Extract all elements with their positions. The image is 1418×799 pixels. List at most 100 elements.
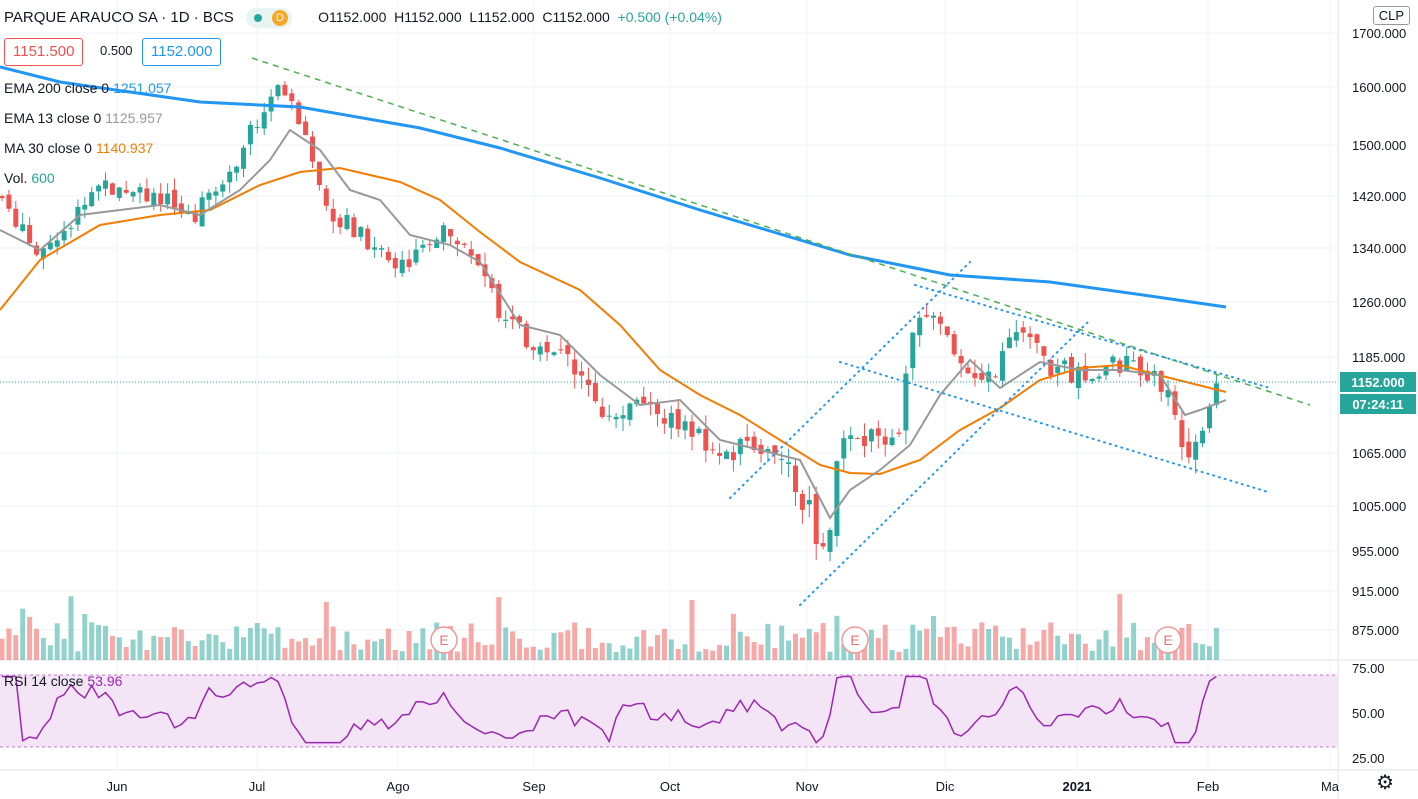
volume-bar [1027,644,1033,660]
candle-body [993,376,999,378]
legend-value: 1140.937 [95,140,154,156]
volume-bar [261,628,267,660]
legend-label: EMA 13 close 0 [4,110,102,126]
legend-ma30[interactable]: MA 30 close 0 1140.937 [4,140,153,156]
buy-button[interactable]: 1152.000 [142,38,222,66]
candle-body [841,438,847,459]
price-tick-label: 1340.000 [1352,241,1406,256]
candle-body [109,183,115,195]
volume-bar [558,632,564,660]
earnings-event-icon[interactable]: E [841,626,869,654]
candle-body [289,93,295,102]
candle-body [972,373,978,379]
event-label: E [439,632,448,648]
candle-body [661,418,667,424]
volume-bar [282,647,288,660]
candle-body [1048,360,1054,376]
volume-bar [924,628,930,660]
volume-bar [1193,642,1199,660]
earnings-event-icon[interactable]: E [430,626,458,654]
earnings-event-icon[interactable]: E [1154,626,1182,654]
volume-bar [109,635,115,660]
candle-body [537,346,543,355]
legend-volume[interactable]: Vol. 600 [4,170,55,186]
candle-body [123,189,129,193]
volume-bar [1117,593,1123,660]
volume-bar [372,641,378,660]
candle-body [1013,332,1019,341]
volume-bar [475,642,481,660]
candle-body [675,409,681,430]
candle-body [889,437,895,446]
sell-button[interactable]: 1151.500 [4,38,84,66]
interval-badge: D [271,10,288,26]
candle-body [316,161,322,185]
legend-ema200[interactable]: EMA 200 close 0 1251.057 [4,80,171,96]
candle-body [1041,346,1047,356]
volume-bar [1124,637,1130,660]
candle-body [144,188,150,202]
volume-bar [61,638,67,660]
volume-bar [779,625,785,660]
volume-bar [130,639,136,660]
legend-ema13[interactable]: EMA 13 close 0 1125.957 [4,110,163,126]
channel-line [914,284,1271,389]
volume-bar [1144,637,1150,660]
candles [0,81,1219,562]
currency-button[interactable]: CLP [1372,6,1410,25]
volume-bar [1207,646,1212,660]
event-label: E [1163,632,1172,648]
volume-bar [1110,646,1116,660]
candle-body [103,180,108,189]
volume-bar [592,647,598,660]
volume-bar [213,634,219,660]
candle-body [468,249,474,256]
time-tick-label: Ma [1321,779,1340,794]
candle-body [517,316,522,323]
legend-rsi[interactable]: RSI 14 close 53.96 [4,673,122,689]
candle-body [1027,333,1033,338]
volume-bar [544,647,550,660]
market-status-badge[interactable]: D [245,8,292,28]
legend-value: 1251.057 [113,80,172,96]
volume-bar [806,628,812,660]
rsi-tick-label: 25.00 [1352,751,1385,766]
countdown-bg [1340,394,1416,414]
volume-bar [1200,644,1206,660]
volume-bar [1089,650,1095,660]
channel-line [799,319,1091,606]
gear-icon[interactable]: ⚙ [1376,772,1394,794]
candle-body [944,326,950,336]
volume-bars [0,593,1219,660]
event-circle [1154,626,1182,654]
volume-bar [40,637,46,660]
last-price-tag: 1152.000 07:24:11 [1340,372,1416,414]
spread-value: 0.500 [100,43,133,58]
volume-bar [1179,627,1185,660]
volume-bar [365,639,371,660]
event-circle [841,626,869,654]
candle-body [648,401,654,403]
volume-bar [165,637,171,660]
volume-bar [6,628,12,660]
volume-bar [89,622,95,660]
candle-body [310,136,315,162]
volume-bar [675,649,681,660]
ohlc-readout: O1152.000 H1152.000 L1152.000 C1152.000 … [318,9,722,25]
volume-bar [427,649,433,660]
candle-body [178,203,184,214]
volume-bar [710,650,716,660]
price-tick-label: 1700.000 [1352,26,1406,41]
volume-bar [1055,635,1061,660]
symbol-title[interactable]: PARQUE ARAUCO SA · 1D · BCS [4,8,234,26]
volume-bar [599,642,605,660]
market-open-icon [253,14,262,22]
close-value: C1152.000 [542,8,610,25]
volume-bar [1006,637,1012,660]
volume-bar [862,644,867,660]
candle-body [572,359,578,375]
candle-body [137,187,143,193]
candle-body [1186,441,1192,458]
candle-body [351,217,357,238]
